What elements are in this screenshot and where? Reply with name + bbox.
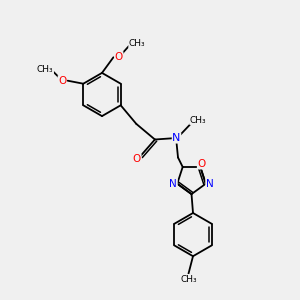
Text: O: O — [197, 159, 206, 169]
Text: N: N — [169, 179, 177, 189]
Text: CH₃: CH₃ — [180, 274, 197, 284]
Text: O: O — [133, 154, 141, 164]
Text: O: O — [115, 52, 123, 62]
Text: N: N — [206, 179, 214, 189]
Text: CH₃: CH₃ — [37, 65, 53, 74]
Text: CH₃: CH₃ — [190, 116, 206, 124]
Text: CH₃: CH₃ — [129, 39, 146, 48]
Text: O: O — [58, 76, 66, 86]
Text: N: N — [172, 133, 181, 143]
